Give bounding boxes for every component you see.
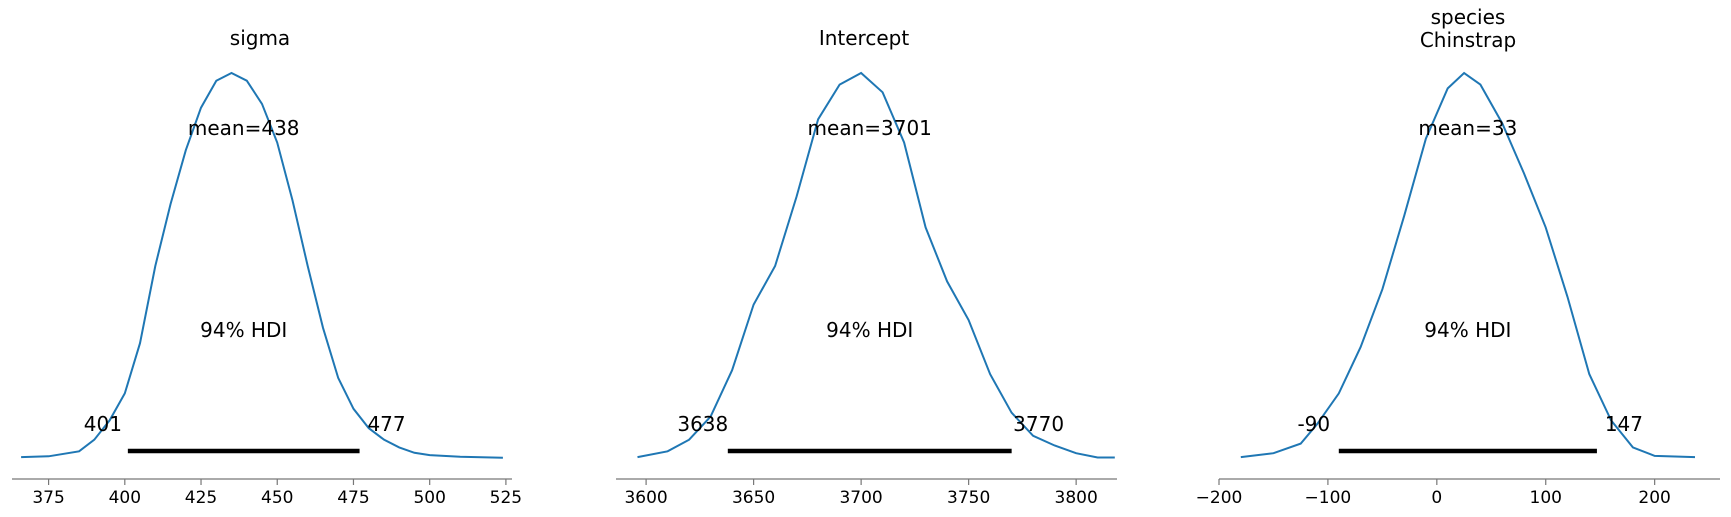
panel-title: Intercept [819,26,910,50]
x-tick-label: 3800 [1055,488,1098,508]
panel-title: species [1431,5,1506,29]
hdi-high-label: 477 [367,412,405,436]
x-tick-label: 3750 [947,488,990,508]
hdi-label: 94% HDI [826,318,913,342]
x-tick-label: 375 [32,488,64,508]
panel-title: sigma [230,26,290,50]
x-tick-label: 3700 [839,488,882,508]
hdi-label: 94% HDI [1424,318,1511,342]
mean-label: mean=3701 [808,116,932,140]
x-tick-label: 450 [261,488,293,508]
mean-label: mean=438 [188,116,300,140]
density-curve [21,71,503,459]
density-curve [1240,71,1696,459]
panel-title: Chinstrap [1420,28,1516,52]
hdi-label: 94% HDI [200,318,287,342]
x-tick-label: 3600 [624,488,667,508]
hdi-low-label: 401 [84,412,122,436]
x-tick-label: 100 [1530,488,1562,508]
x-tick-label: 200 [1638,488,1670,508]
x-tick-label: −100 [1305,488,1352,508]
x-tick-label: −200 [1196,488,1243,508]
hdi-low-label: 3638 [677,412,728,436]
hdi-low-label: -90 [1297,412,1330,436]
x-tick-label: 525 [490,488,522,508]
density-curve [637,71,1115,459]
x-tick-label: 400 [109,488,141,508]
hdi-high-label: 147 [1605,412,1643,436]
x-tick-label: 425 [185,488,217,508]
x-tick-label: 0 [1431,488,1442,508]
x-tick-label: 500 [413,488,445,508]
hdi-high-label: 3770 [1013,412,1064,436]
posterior-panel-1: Intercept 3638 3770 94% HDI mean=3701 3600 365… [616,26,1117,508]
mean-label: mean=33 [1418,116,1517,140]
x-tick-label: 475 [337,488,369,508]
x-tick-label: 3650 [732,488,775,508]
posterior-panel-0: sigma 401 477 94% HDI mean=438 375 400 425 450 47… [12,26,522,508]
